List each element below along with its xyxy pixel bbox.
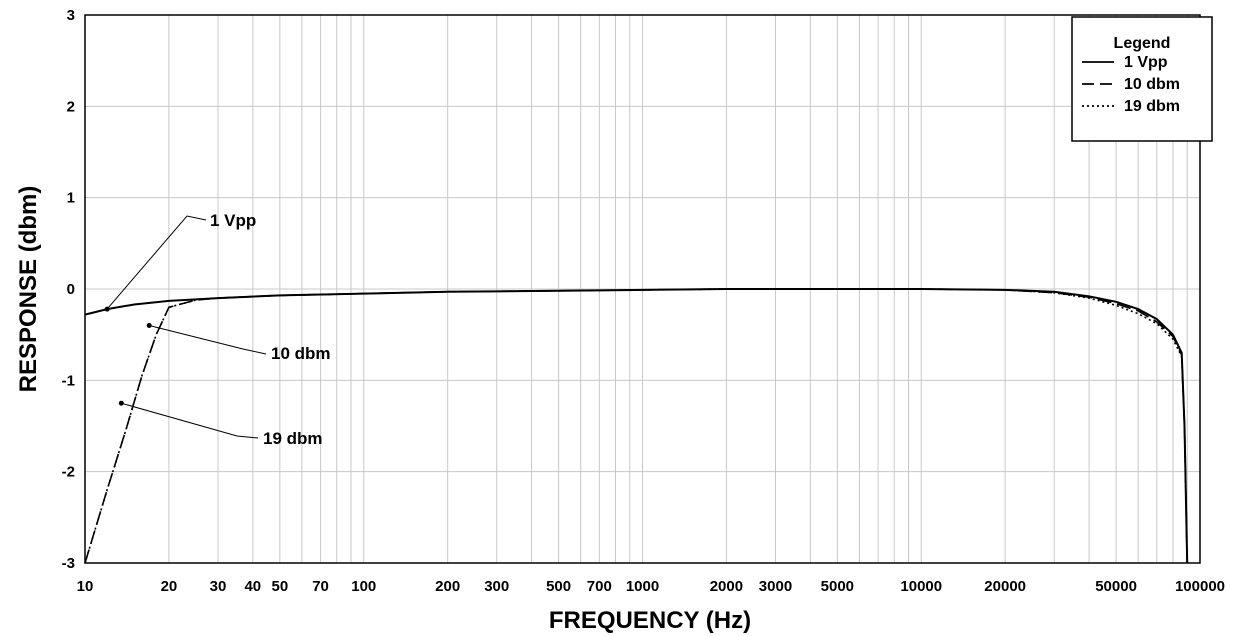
x-tick-label: 50 xyxy=(271,578,288,595)
legend-label: 1 Vpp xyxy=(1124,54,1168,71)
annotation-leader-line xyxy=(106,215,207,310)
annotation-label: 10 dbm xyxy=(271,344,331,363)
y-tick-label: 1 xyxy=(67,190,75,207)
annotation-arrowhead xyxy=(146,323,152,328)
x-tick-label: 100000 xyxy=(1175,578,1225,595)
series-line-3 xyxy=(84,288,1188,564)
x-tick-label: 50000 xyxy=(1095,578,1137,595)
annotation-leader-line xyxy=(121,402,259,439)
x-tick-label: 500 xyxy=(546,578,571,595)
x-tick-label: 300 xyxy=(484,578,509,595)
curve-annotations: 1 Vpp 10 dbm 19 dbm xyxy=(104,211,331,448)
series-lines xyxy=(84,288,1189,564)
y-tick-labels: -3 -2 -1 0 1 2 3 xyxy=(62,7,75,572)
y-tick-label: 2 xyxy=(67,98,75,115)
legend-label: 19 dbm xyxy=(1124,98,1180,115)
y-axis-title: RESPONSE (dbm) xyxy=(15,186,42,393)
x-tick-label: 1000 xyxy=(626,578,659,595)
x-tick-label: 3000 xyxy=(759,578,792,595)
x-tick-label: 700 xyxy=(587,578,612,595)
x-tick-label: 10 xyxy=(77,578,94,595)
x-tick-label: 5000 xyxy=(821,578,854,595)
x-tick-label: 200 xyxy=(435,578,460,595)
x-tick-label: 2000 xyxy=(710,578,743,595)
y-tick-label: 3 xyxy=(67,7,75,24)
legend: Legend 1 Vpp 10 dbm 19 dbm xyxy=(1071,16,1213,142)
x-tick-label: 30 xyxy=(210,578,227,595)
y-tick-label: 0 xyxy=(67,281,75,298)
x-tick-label: 70 xyxy=(312,578,329,595)
legend-label: 10 dbm xyxy=(1124,76,1180,93)
annotation-leader-line xyxy=(149,325,267,355)
legend-title: Legend xyxy=(1114,35,1171,52)
annotation-label: 19 dbm xyxy=(263,429,323,448)
annotation-arrowhead xyxy=(118,400,124,406)
x-tick-label: 40 xyxy=(244,578,261,595)
x-tick-labels: 10 20 30 40 50 70 100 200 300 500 700 1000 2000 3000 5… xyxy=(77,578,1225,595)
legend-box xyxy=(1071,16,1213,142)
x-tick-label: 20 xyxy=(161,578,178,595)
y-tick-label: -2 xyxy=(62,464,75,481)
y-tick-label: -1 xyxy=(62,372,75,389)
annotation-arrowhead xyxy=(104,306,110,312)
annotation-label: 1 Vpp xyxy=(210,211,256,230)
x-tick-label: 10000 xyxy=(900,578,942,595)
x-tick-label: 100 xyxy=(351,578,376,595)
x-tick-label: 20000 xyxy=(984,578,1026,595)
y-tick-label: -3 xyxy=(62,555,75,572)
plot-frame xyxy=(84,14,1201,564)
x-axis-title: FREQUENCY (Hz) xyxy=(549,607,751,634)
